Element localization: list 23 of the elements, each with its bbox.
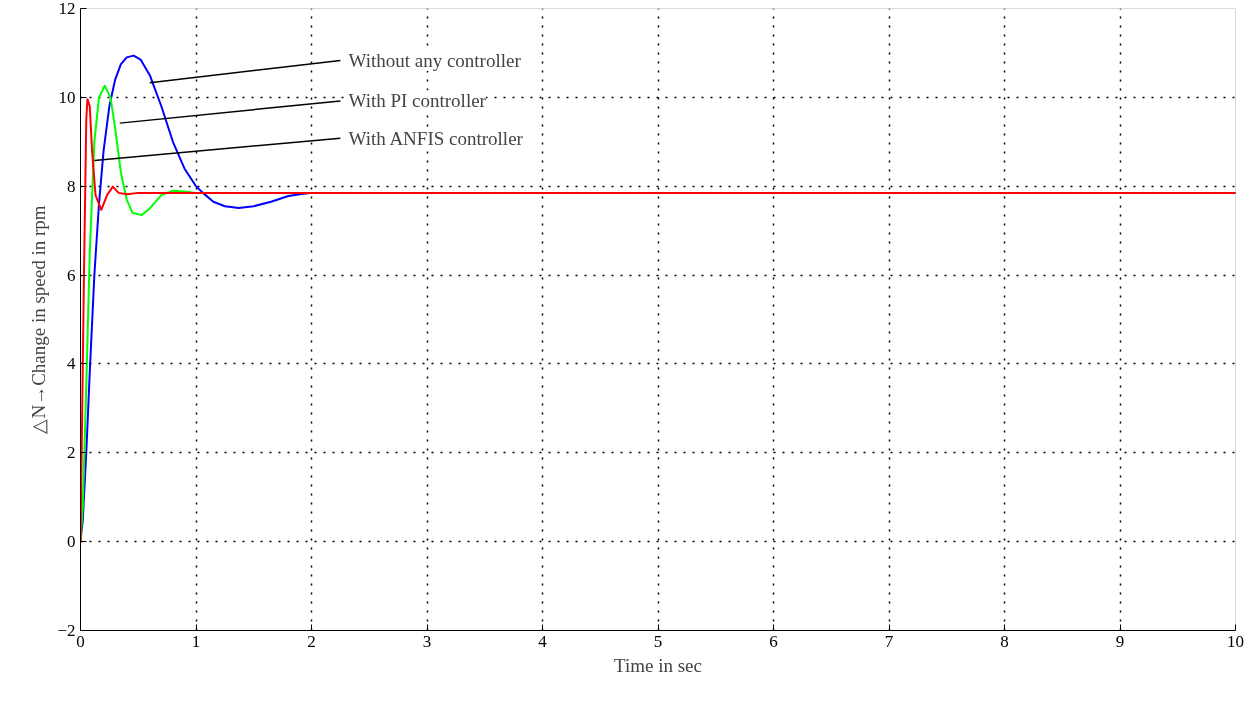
y-axis-title: △N→Change in speed in rpm bbox=[28, 205, 50, 434]
y-tick-label: 2 bbox=[67, 443, 76, 463]
y-tick-label: −2 bbox=[57, 621, 76, 640]
x-tick-label: 6 bbox=[769, 631, 778, 651]
y-tick-label: 6 bbox=[67, 265, 76, 285]
y-tick-label: 4 bbox=[67, 354, 76, 374]
y-tick-label: 12 bbox=[58, 0, 76, 18]
x-tick-label: 4 bbox=[538, 631, 548, 651]
x-tick-label: 10 bbox=[1227, 631, 1244, 651]
x-tick-label: 7 bbox=[884, 631, 894, 651]
annotation: With PI controller bbox=[348, 90, 487, 112]
annotation: With ANFIS controller bbox=[348, 127, 524, 149]
x-tick-label: 3 bbox=[422, 631, 432, 651]
y-tick-label: 0 bbox=[67, 532, 76, 552]
y-tick-label: 8 bbox=[67, 176, 76, 196]
x-axis-title: Time in sec bbox=[614, 654, 702, 676]
x-tick-label: 8 bbox=[1000, 631, 1009, 651]
x-tick-label: 9 bbox=[1115, 631, 1125, 651]
x-tick-label: 5 bbox=[653, 631, 663, 651]
x-tick-label: 2 bbox=[307, 631, 316, 651]
x-tick-label: 1 bbox=[191, 631, 201, 651]
y-tick-label: 10 bbox=[58, 87, 76, 107]
annotation: Without any controller bbox=[348, 49, 522, 71]
